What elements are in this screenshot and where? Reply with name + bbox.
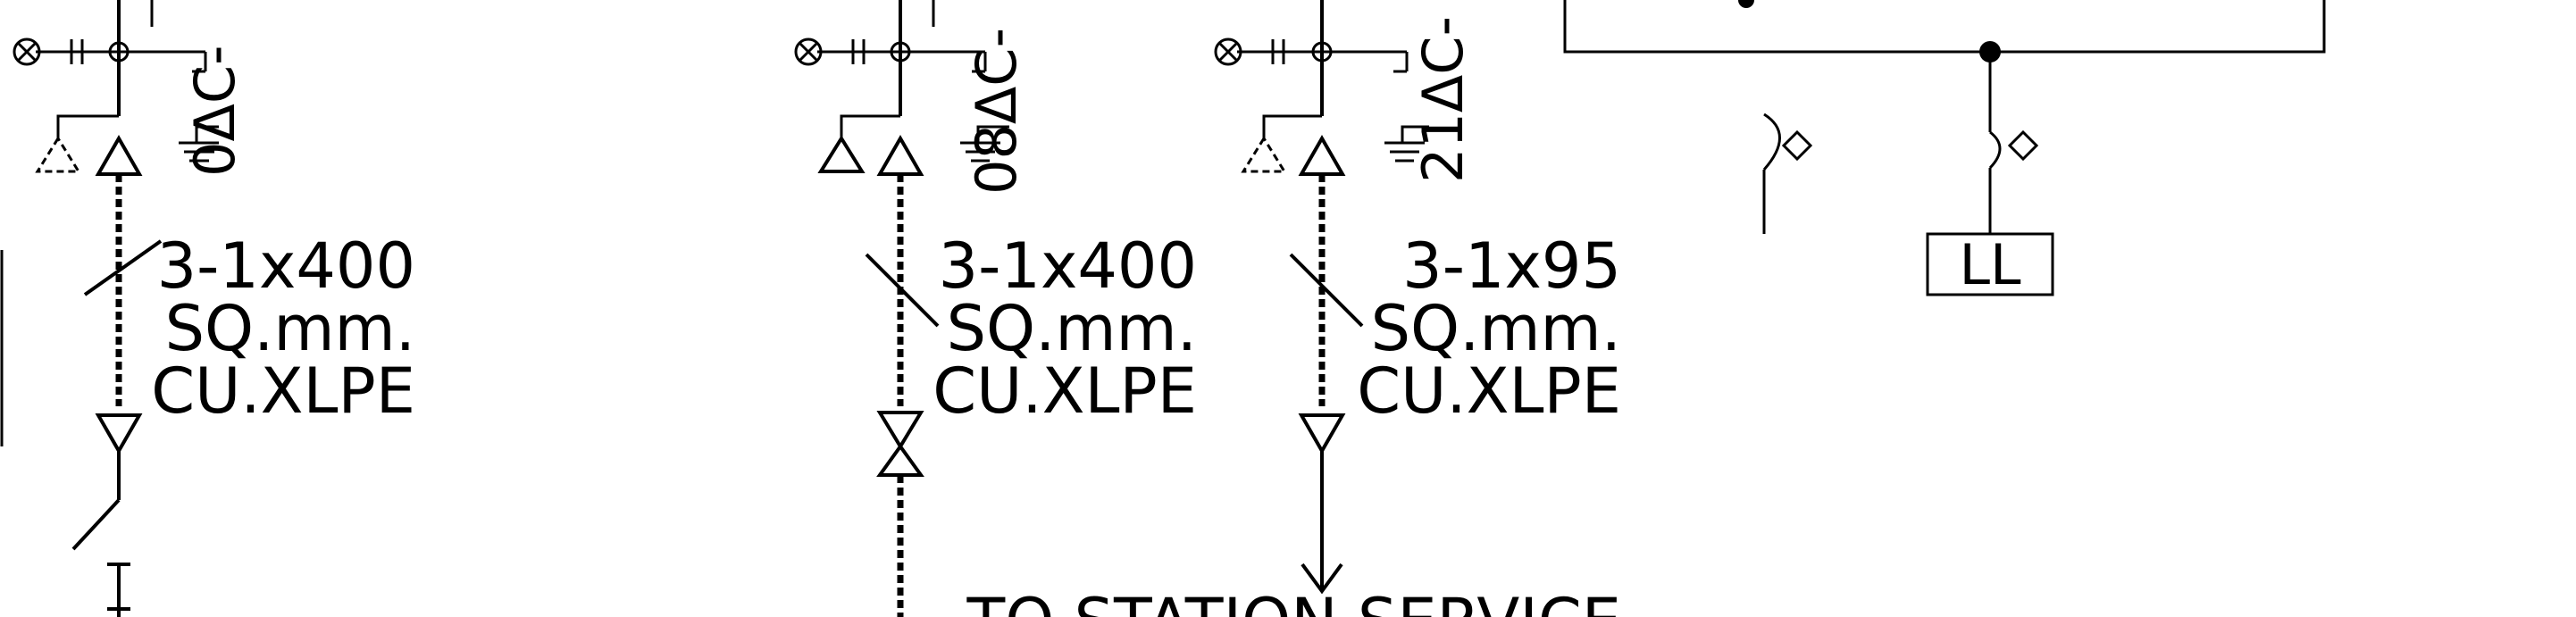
feeder-left: 3-1x400 SQ.mm. CU.XLPE 0ΔC- — [13, 0, 415, 617]
arrester-branch-left — [56, 114, 119, 138]
feeder-middle: 3-1x400 SQ.mm. CU.XLPE 08ΔC- — [794, 0, 1197, 617]
cable-slash — [1289, 253, 1364, 328]
cable-spec-line-1: 3-1x400 — [157, 229, 415, 303]
arrow-down-icon — [1301, 563, 1343, 595]
termination-bottom-icon — [876, 411, 924, 450]
termination-top-icon — [1298, 134, 1346, 176]
cable-spec-line-1: 3-1x95 — [1402, 229, 1621, 303]
device-label: LL — [1959, 232, 2021, 297]
relay-arc-icon — [1988, 130, 2002, 170]
cable-spec-line-2: SQ.mm. — [1371, 292, 1621, 365]
cable-spec-line-3: CU.XLPE — [933, 354, 1197, 428]
destination-label: TO STATION SERVICE — [966, 585, 1621, 617]
disconnect-switch-icon — [71, 498, 121, 551]
meter-circle-icon — [1214, 38, 1242, 66]
cable-spec-line-1: 3-1x400 — [939, 229, 1197, 303]
relay-diamond-icon — [1781, 129, 1813, 162]
cable-slash — [865, 253, 940, 328]
cable-spec-line-3: CU.XLPE — [1357, 354, 1621, 428]
control-panel: LL — [1563, 0, 2326, 297]
device-box — [1926, 232, 2054, 296]
feeder-right: 3-1x95 SQ.mm. CU.XLPE 21ΔC- — [1214, 0, 1621, 595]
meter-circle-icon — [13, 38, 41, 66]
feeder-tag-middle: 08ΔC- — [964, 28, 1029, 195]
feeder-tag-left: 0ΔC- — [182, 45, 247, 177]
relay-diamond-icon — [2007, 129, 2039, 162]
meter-circle-icon — [794, 38, 823, 66]
relay-arc-icon — [1762, 113, 1781, 171]
feeder-tag-right: 21ΔC- — [1410, 16, 1476, 183]
termination-splice-icon — [876, 443, 924, 477]
cable-spec-line-2: SQ.mm. — [165, 292, 415, 365]
termination-top-icon — [876, 134, 924, 176]
termination-bottom-icon — [95, 413, 143, 455]
arrester-icon — [817, 135, 866, 173]
cable-spec-line-3: CU.XLPE — [151, 354, 415, 428]
ct-circle-icon — [1311, 41, 1333, 63]
cable-spec-line-2: SQ.mm. — [947, 292, 1197, 365]
arrester-icon — [35, 136, 81, 173]
ct-circle-icon — [890, 41, 911, 63]
termination-top-icon — [95, 134, 143, 176]
junction-dot-icon — [1738, 0, 1754, 8]
ct-circle-icon — [108, 41, 130, 63]
cable-slash — [83, 239, 163, 296]
panel-frame — [1563, 0, 2326, 54]
termination-bottom-icon — [1298, 413, 1346, 455]
arrester-icon — [1241, 136, 1287, 173]
